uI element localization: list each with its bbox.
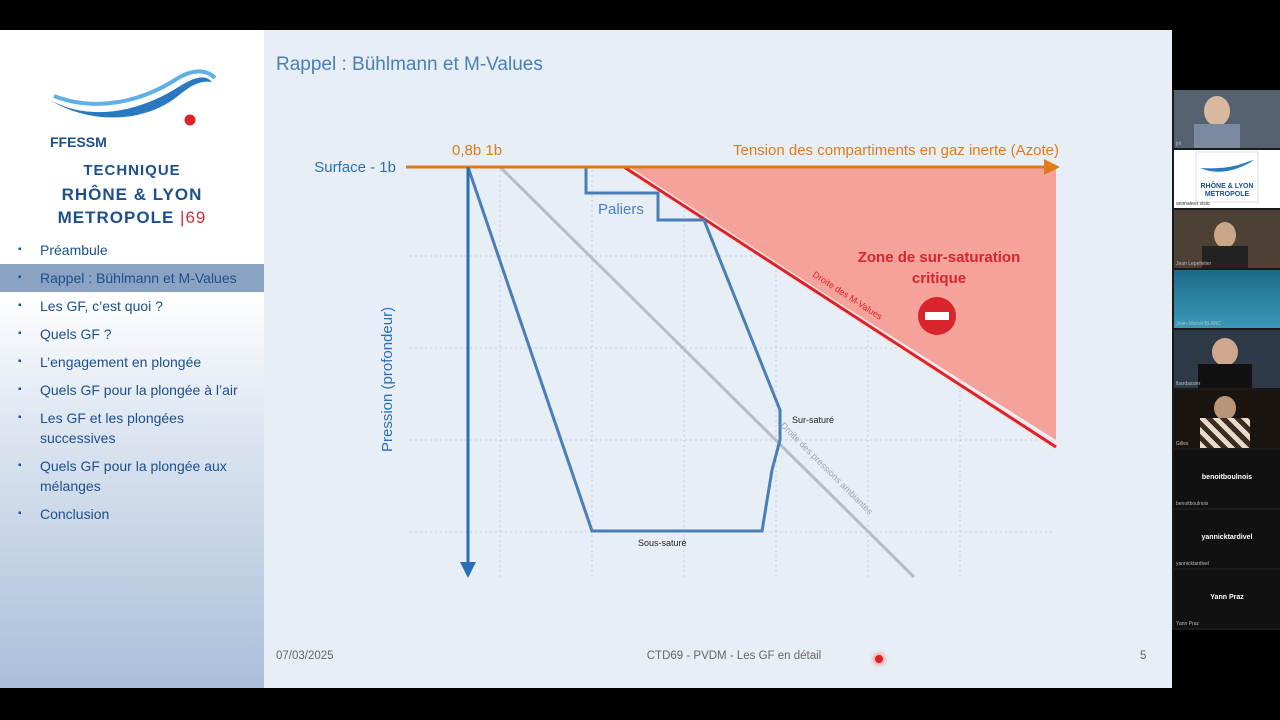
top-pressure-labels: 0,8b 1b — [452, 142, 502, 159]
slide-date: 07/03/2025 — [276, 650, 334, 662]
slide-sidebar: FFESSM TECHNIQUE RHÔNE & LYON METROPOLE … — [0, 30, 264, 688]
tension-axis-label: Tension des compartiments en gaz inerte … — [733, 142, 1059, 159]
agenda-item[interactable]: Quels GF pour la plongée à l’air — [0, 376, 264, 404]
wave-logo-icon — [50, 69, 217, 157]
participant-tile[interactable]: RHÔNE & LYON METROPOLE animateur visio — [1174, 150, 1280, 208]
participant-display-name: yannicktardivel — [1201, 534, 1253, 541]
ambient-pressure-line — [498, 165, 916, 579]
participant-name: Jean Lepelletier — [1176, 261, 1212, 267]
participant-name: Gilles — [1176, 441, 1189, 447]
participant-tile[interactable]: Gilles — [1174, 390, 1280, 448]
participant-name: animateur visio — [1176, 201, 1210, 207]
participant-name: Yann Praz — [1176, 621, 1199, 627]
sur-sature-label: Sur-saturé — [792, 415, 834, 425]
slide-title: Rappel : Bühlmann et M-Values — [276, 54, 543, 75]
agenda-item[interactable]: Quels GF ? — [0, 320, 264, 348]
paliers-label: Paliers — [598, 201, 644, 218]
participant-tile[interactable]: yannicktardivel yannicktardivel — [1174, 510, 1280, 568]
agenda-item[interactable]: Conclusion — [0, 500, 264, 528]
participant-display-name: benoitboulnois — [1201, 474, 1253, 481]
agenda-item[interactable]: Les GF, c’est quoi ? — [0, 292, 264, 320]
agenda-list: Préambule Rappel : Bühlmann et M-Values … — [0, 236, 264, 528]
agenda-item[interactable]: Quels GF pour la plongée aux mélanges — [0, 452, 264, 500]
participants-panel: jnl RHÔNE & LYON METROPOLE animateur vis… — [1172, 90, 1280, 630]
slide-content: Rappel : Bühlmann et M-Values — [264, 30, 1172, 688]
participant-tile[interactable]: jnl — [1174, 90, 1280, 148]
participant-name: benoitboulnois — [1176, 501, 1209, 507]
agenda-item[interactable]: Préambule — [0, 236, 264, 264]
agenda-item-active[interactable]: Rappel : Bühlmann et M-Values — [0, 264, 264, 292]
ffessm-mini-logo-icon: RHÔNE & LYON METROPOLE — [1195, 151, 1259, 203]
presentation-slide: FFESSM TECHNIQUE RHÔNE & LYON METROPOLE … — [0, 30, 1172, 688]
participant-tile[interactable]: Yann Praz Yann Praz — [1174, 570, 1280, 628]
pressure-axis-arrow-icon — [460, 562, 476, 578]
zone-label-line2: critique — [912, 270, 966, 287]
zone-label-line1: Zone de sur-saturation — [858, 249, 1021, 266]
participant-name: jnl — [1176, 141, 1182, 147]
participant-tile[interactable]: lbardassier — [1174, 330, 1280, 388]
laser-pointer — [875, 655, 883, 663]
svg-text:METROPOLE: METROPOLE — [1205, 191, 1250, 198]
logo-line3: METROPOLE |69 — [57, 208, 207, 227]
dive-profile-line — [466, 166, 782, 533]
slide-number: 5 — [1140, 650, 1147, 662]
participant-name: lbardassier — [1176, 381, 1201, 387]
logo-line2: RHÔNE & LYON — [61, 185, 203, 204]
participant-name: yannicktardivel — [1176, 561, 1210, 567]
no-entry-icon — [918, 297, 956, 335]
agenda-item[interactable]: L’engagement en plongée — [0, 348, 264, 376]
logo-line1: TECHNIQUE — [83, 162, 181, 179]
participant-tile[interactable]: Jean-Michel BLANC — [1174, 270, 1280, 328]
svg-text:RHÔNE & LYON: RHÔNE & LYON — [1200, 181, 1253, 190]
participant-tile[interactable]: Jean Lepelletier — [1174, 210, 1280, 268]
m-values-line — [623, 165, 1057, 449]
participant-name: Jean-Michel BLANC — [1176, 321, 1222, 327]
sous-sature-label: Sous-saturé — [638, 538, 687, 548]
participant-tile[interactable]: benoitboulnois benoitboulnois — [1174, 450, 1280, 508]
saturation-diagram: Surface - 1b 0,8b 1b Tension des compart… — [314, 142, 1060, 579]
slide-footer-title: CTD69 - PVDM - Les GF en détail — [646, 650, 822, 662]
ffessm-logo: FFESSM TECHNIQUE RHÔNE & LYON METROPOLE … — [40, 52, 230, 232]
ambient-line-label: Droite des pressions ambiantes — [779, 420, 876, 517]
pressure-axis-label: Pression (profondeur) — [379, 307, 396, 452]
surface-label: Surface - 1b — [314, 159, 396, 176]
participant-display-name: Yann Praz — [1210, 594, 1244, 601]
logo-org: FFESSM — [50, 134, 107, 150]
agenda-item[interactable]: Les GF et les plongées successives — [0, 404, 264, 452]
tension-axis-arrow-icon — [1044, 159, 1060, 175]
